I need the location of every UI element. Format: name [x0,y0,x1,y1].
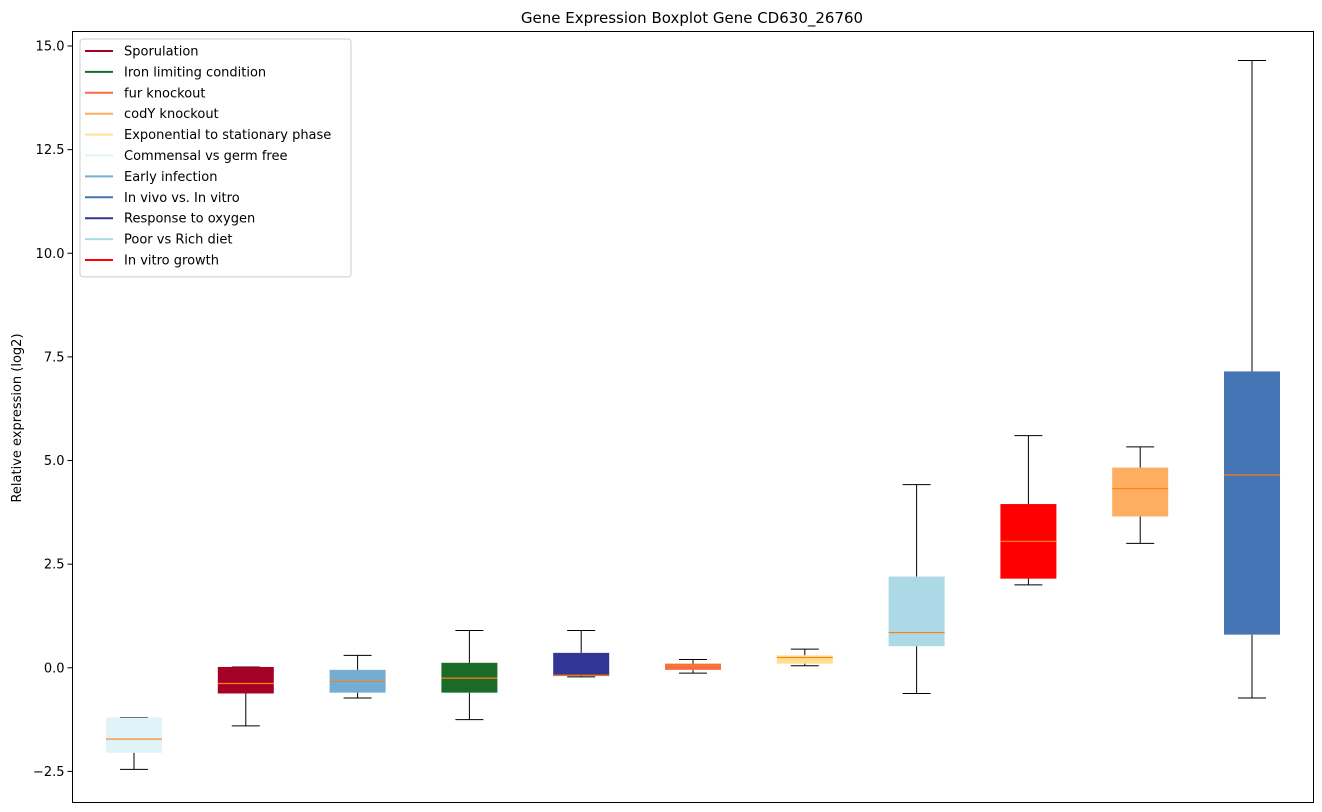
chart-title: Gene Expression Boxplot Gene CD630_26760 [521,9,863,28]
y-tick-label: 12.5 [36,143,65,158]
legend-entry: Iron limiting condition [85,65,266,80]
y-tick-label: 7.5 [44,350,65,365]
box-body [888,576,945,647]
legend-label: Exponential to stationary phase [124,128,331,143]
y-tick-label: 15.0 [36,40,65,55]
box-10 [1112,446,1169,544]
legend-entry: Response to oxygen [85,212,255,227]
legend-label: Sporulation [124,45,199,60]
box-5 [553,629,610,678]
plot-frame [72,31,1314,803]
legend-entry: Exponential to stationary phase [85,128,331,143]
box-body [1112,467,1169,517]
legend: Sporulation Iron limiting condition fur kn… [79,38,352,278]
box-7 [776,648,833,667]
y-tick-label: −2.5 [33,765,65,780]
legend-entry: Early infection [85,170,217,185]
legend-entry: codY knockout [85,107,219,122]
legend-entry: In vitro growth [85,254,219,269]
box-2 [217,666,274,727]
legend-entry: fur knockout [85,86,206,101]
legend-label: Early infection [124,170,217,185]
legend-frame [79,38,352,278]
box-6 [665,658,721,674]
y-tick-label: 10.0 [36,247,65,262]
box-body [553,652,610,677]
legend-entry: Poor vs Rich diet [85,233,232,248]
box-8 [888,484,945,694]
legend-label: codY knockout [124,107,219,122]
box-body [1224,371,1281,635]
box-body [105,717,162,753]
boxes-layer [105,60,1281,770]
legend-entry: Commensal vs germ free [85,149,287,164]
legend-label: Poor vs Rich diet [124,233,232,248]
legend-label: fur knockout [124,86,206,101]
box-11 [1224,60,1281,699]
y-axis: −2.5 0.0 2.5 5.0 7.5 10.0 12.5 15.0 [33,40,73,780]
legend-label: Commensal vs germ free [124,149,287,164]
y-tick-label: 5.0 [44,454,65,469]
legend-label: In vivo vs. In vitro [124,191,240,206]
legend-label: Response to oxygen [124,212,255,227]
legend-label: Iron limiting condition [124,65,266,80]
box-body [665,663,721,670]
y-tick-label: 0.0 [44,661,65,676]
box-3 [329,654,386,699]
box-9 [1000,435,1057,586]
legend-entry: Sporulation [85,45,199,60]
box-4 [441,629,498,721]
y-axis-label: Relative expression (log2) [10,333,25,502]
box-body [217,666,274,694]
box-1 [105,717,162,770]
y-tick-label: 2.5 [44,558,65,573]
box-body [776,655,833,664]
legend-entry: In vivo vs. In vitro [85,191,240,206]
legend-label: In vitro growth [124,254,219,269]
